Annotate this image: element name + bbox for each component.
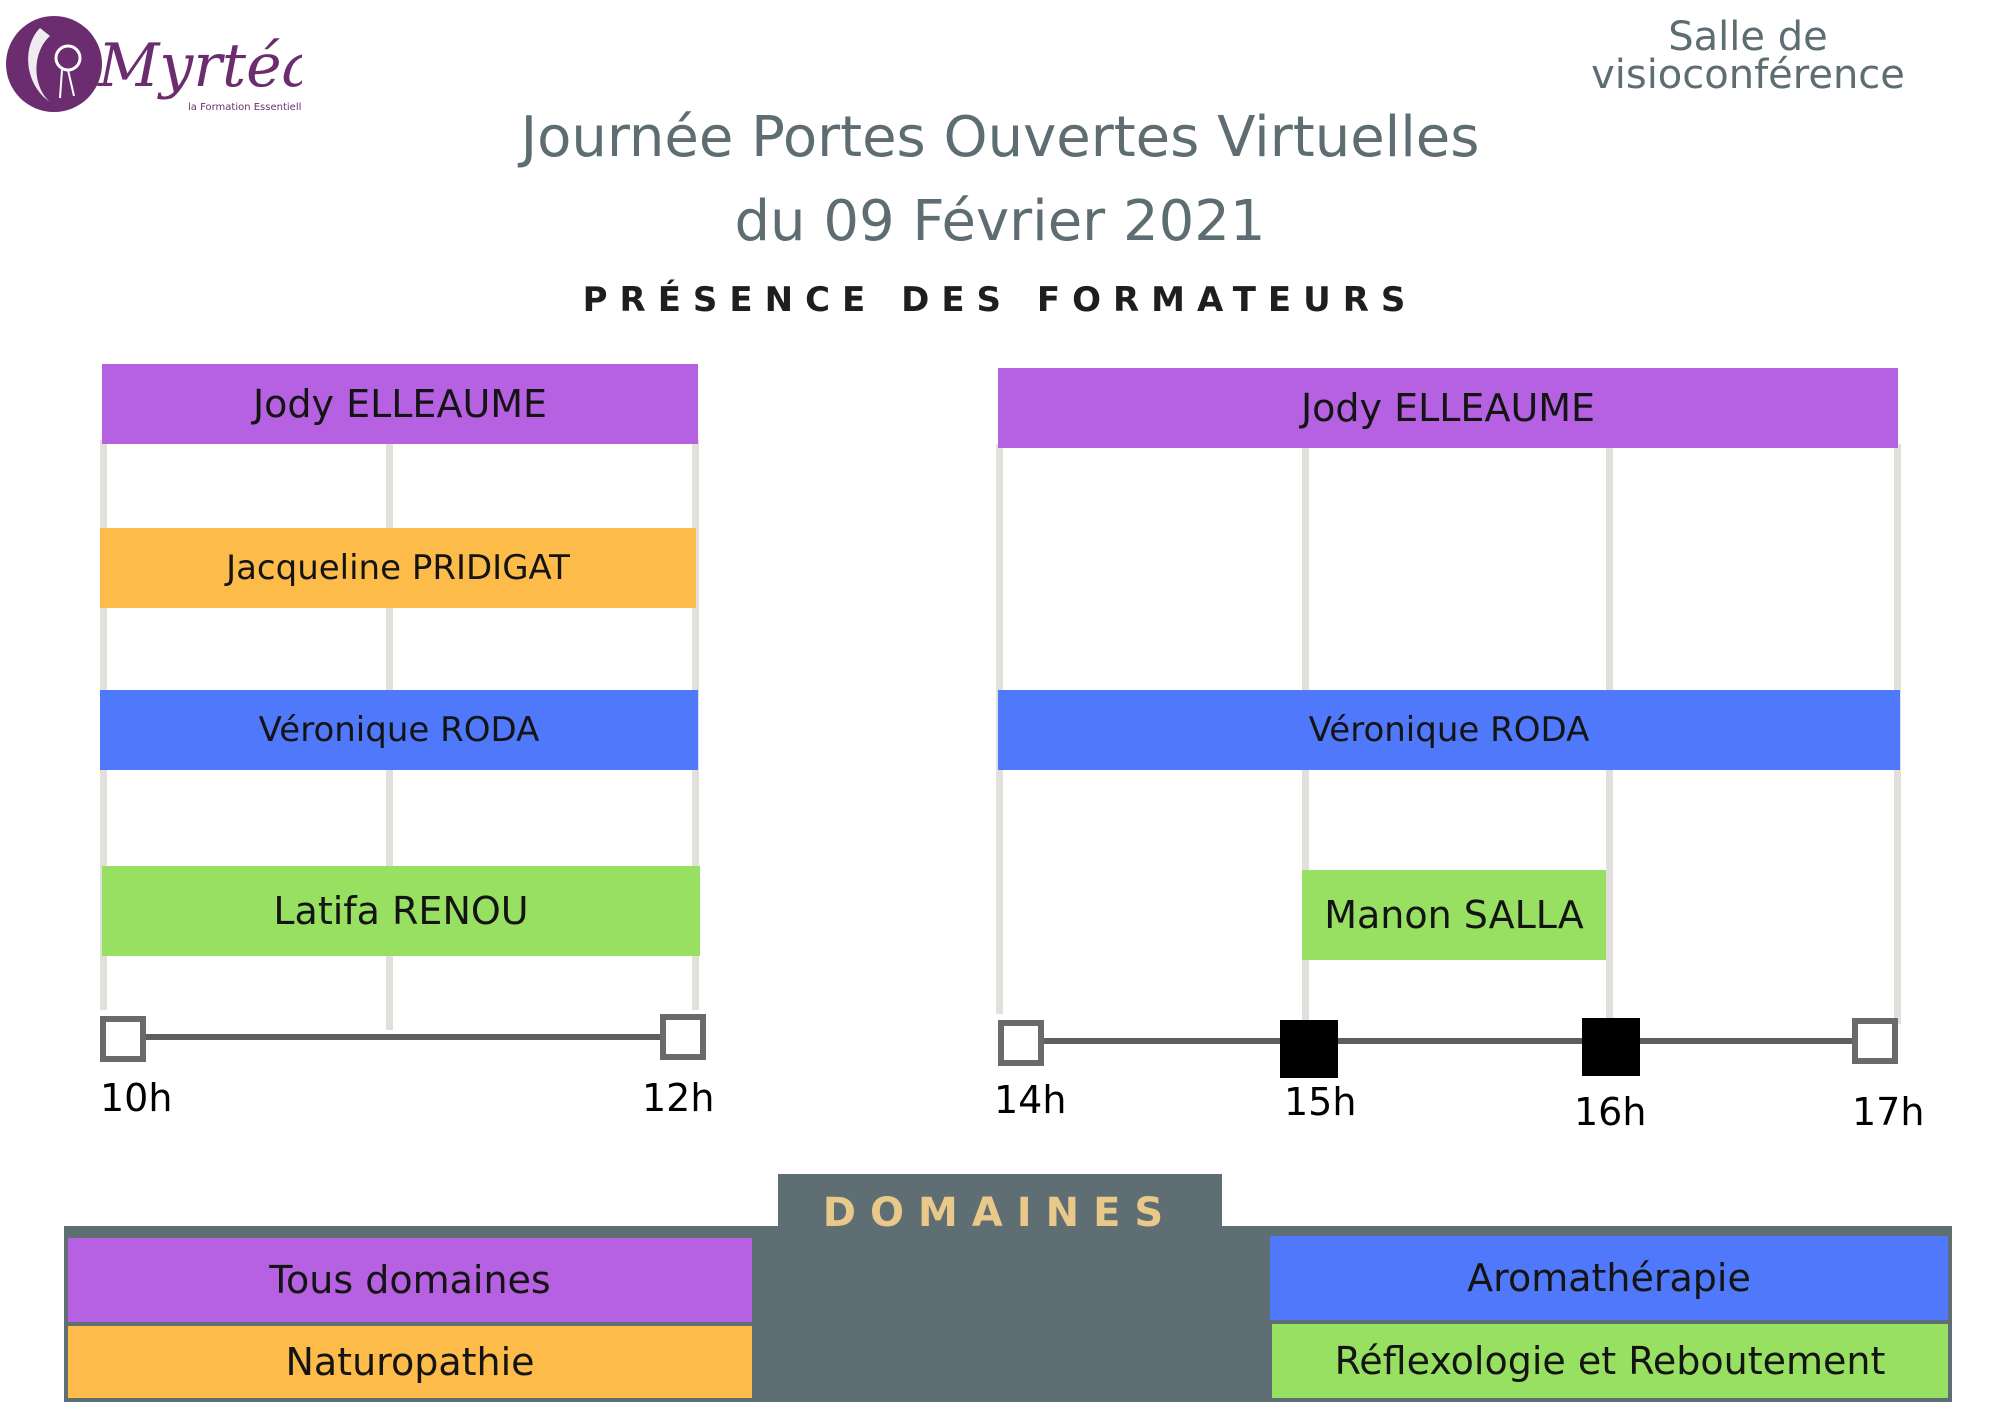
myrtea-logo: Myrtéa la Formation Essentielle bbox=[2, 6, 317, 116]
time-axis bbox=[118, 1034, 688, 1040]
axis-marker-start bbox=[100, 1016, 146, 1062]
bar-jacqueline-pridigat: Jacqueline PRIDIGAT bbox=[100, 528, 696, 608]
tick-label: 17h bbox=[1852, 1090, 1925, 1134]
time-axis bbox=[1016, 1038, 1876, 1044]
logo-mark: Myrtéa la Formation Essentielle bbox=[6, 16, 317, 113]
legend-label: Aromathérapie bbox=[1467, 1256, 1751, 1300]
page-title: Journée Portes Ouvertes Virtuelles du 09… bbox=[0, 96, 2000, 264]
tick-label: 15h bbox=[1284, 1080, 1357, 1124]
legend-item-aromatherapie: Aromathérapie bbox=[1270, 1236, 1948, 1320]
legend-tab bbox=[778, 1174, 1222, 1254]
room-label: Salle de visioconférence bbox=[1591, 14, 1905, 98]
bar-label: Manon SALLA bbox=[1324, 893, 1584, 937]
bar-label: Jody ELLEAUME bbox=[1300, 386, 1596, 430]
bar-label: Jody ELLEAUME bbox=[252, 382, 548, 426]
bar-label: Latifa RENOU bbox=[273, 889, 529, 933]
axis-marker-end bbox=[1852, 1018, 1898, 1064]
brand-name: Myrtéa bbox=[97, 31, 302, 101]
tick-label: 14h bbox=[994, 1078, 1067, 1122]
tick-label: 12h bbox=[642, 1076, 715, 1120]
bar-label: Jacqueline PRIDIGAT bbox=[226, 548, 570, 588]
axis-marker-16h bbox=[1582, 1018, 1640, 1076]
tick-label: 16h bbox=[1574, 1090, 1647, 1134]
bar-veronique-roda-am: Véronique RODA bbox=[100, 690, 698, 770]
section-subtitle: PRÉSENCE DES FORMATEURS bbox=[582, 280, 1418, 320]
axis-marker-15h bbox=[1280, 1020, 1338, 1078]
legend-item-naturopathie: Naturopathie bbox=[68, 1326, 752, 1398]
legend-label: Tous domaines bbox=[269, 1258, 551, 1302]
tick-label: 10h bbox=[100, 1076, 173, 1120]
bar-label: Véronique RODA bbox=[1308, 710, 1590, 750]
bar-veronique-roda-pm: Véronique RODA bbox=[998, 690, 1900, 770]
bar-manon-salla: Manon SALLA bbox=[1302, 870, 1606, 960]
bar-latifa-renou: Latifa RENOU bbox=[102, 866, 700, 956]
brand-tagline: la Formation Essentielle bbox=[188, 102, 302, 113]
title-line-2: du 09 Février 2021 bbox=[734, 189, 1266, 254]
bar-label: Véronique RODA bbox=[258, 710, 540, 750]
title-line-1: Journée Portes Ouvertes Virtuelles bbox=[520, 105, 1480, 170]
legend-label: Naturopathie bbox=[285, 1340, 535, 1384]
legend-title: DOMAINES bbox=[822, 1190, 1178, 1236]
bar-jody-elleaume-pm: Jody ELLEAUME bbox=[998, 368, 1898, 448]
bar-jody-elleaume-am: Jody ELLEAUME bbox=[102, 364, 698, 444]
axis-marker-end bbox=[660, 1014, 706, 1060]
axis-marker-start bbox=[998, 1020, 1044, 1066]
legend-item-tous-domaines: Tous domaines bbox=[68, 1238, 752, 1322]
legend-item-reflexologie: Réflexologie et Reboutement bbox=[1272, 1324, 1948, 1398]
legend-label: Réflexologie et Reboutement bbox=[1334, 1339, 1886, 1383]
